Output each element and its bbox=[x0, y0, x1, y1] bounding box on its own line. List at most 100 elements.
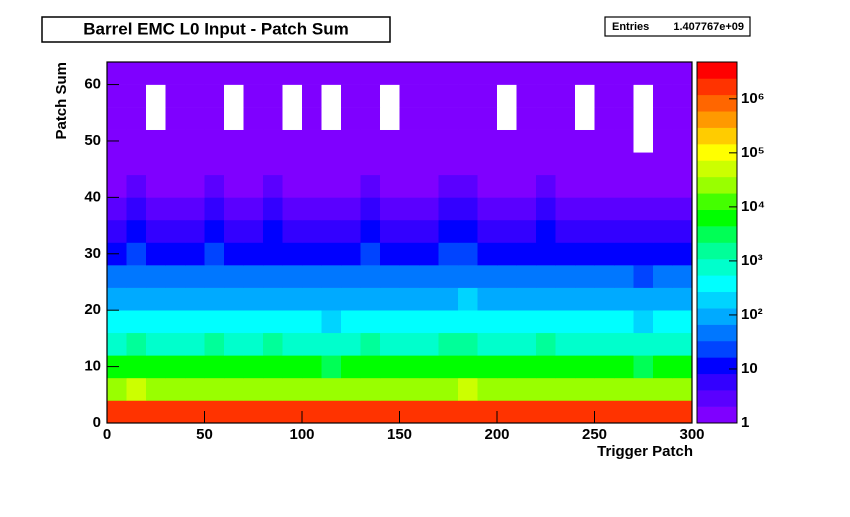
heat-cell bbox=[536, 129, 556, 153]
heat-cell bbox=[399, 242, 420, 266]
heat-cell bbox=[536, 62, 556, 85]
heat-cell bbox=[614, 332, 634, 356]
heat-cell bbox=[672, 332, 693, 356]
heat-cell bbox=[555, 107, 576, 130]
heat-cell bbox=[224, 310, 244, 334]
heat-cell bbox=[575, 129, 595, 153]
heat-cell bbox=[438, 355, 459, 379]
heat-cell bbox=[107, 62, 127, 85]
heat-cell bbox=[263, 62, 283, 85]
heat-cell bbox=[360, 129, 381, 153]
heat-cell bbox=[458, 62, 478, 85]
heat-cell bbox=[399, 129, 420, 153]
heat-cell bbox=[321, 377, 342, 401]
heat-cell bbox=[185, 219, 205, 243]
heat-cell bbox=[165, 197, 186, 221]
heat-cell bbox=[555, 310, 576, 334]
heat-cell bbox=[204, 62, 225, 85]
heat-cell bbox=[224, 400, 244, 424]
heat-cell bbox=[458, 287, 478, 311]
heat-cell bbox=[126, 152, 147, 176]
heat-cell bbox=[107, 107, 127, 130]
heat-cell bbox=[399, 400, 420, 424]
heat-cell bbox=[516, 219, 537, 243]
heat-cell bbox=[146, 377, 166, 401]
y-tick-label: 20 bbox=[84, 301, 101, 318]
heat-cell bbox=[497, 310, 517, 334]
heat-cell bbox=[165, 332, 186, 356]
heat-cell bbox=[575, 152, 595, 176]
heat-cell bbox=[321, 129, 342, 153]
heat-cell bbox=[672, 400, 693, 424]
heat-cell bbox=[360, 265, 381, 288]
heat-cell bbox=[321, 152, 342, 176]
x-tick-label: 250 bbox=[582, 426, 607, 443]
color-bar-band bbox=[697, 94, 737, 112]
heat-cell bbox=[282, 197, 303, 221]
heat-cell bbox=[458, 400, 478, 424]
heat-cell bbox=[497, 219, 517, 243]
heat-cell bbox=[419, 152, 439, 176]
heat-cell bbox=[575, 355, 595, 379]
heat-cell bbox=[146, 332, 166, 356]
heat-cell bbox=[536, 174, 556, 198]
heat-cell bbox=[516, 400, 537, 424]
heat-cell bbox=[204, 377, 225, 401]
heat-cell bbox=[497, 174, 517, 198]
heat-cell bbox=[107, 174, 127, 198]
heat-cell bbox=[185, 174, 205, 198]
heat-cell bbox=[399, 84, 420, 108]
heat-cell bbox=[438, 377, 459, 401]
x-tick-label: 100 bbox=[289, 426, 314, 443]
heat-cell bbox=[341, 287, 361, 311]
heat-cell bbox=[360, 242, 381, 266]
heat-cell bbox=[555, 219, 576, 243]
heat-cell bbox=[653, 62, 673, 85]
y-axis-label: Patch Sum bbox=[53, 62, 70, 140]
heat-cell bbox=[458, 377, 478, 401]
color-bar-band bbox=[697, 176, 737, 194]
heat-cell bbox=[594, 62, 615, 85]
heat-cell bbox=[516, 310, 537, 334]
heat-cell bbox=[653, 219, 673, 243]
heat-cell bbox=[477, 287, 498, 311]
heat-cell bbox=[653, 287, 673, 311]
heat-cell bbox=[594, 242, 615, 266]
heat-cell bbox=[263, 287, 283, 311]
color-bar-band bbox=[697, 390, 737, 407]
heat-cell bbox=[321, 107, 342, 130]
heat-cell bbox=[224, 129, 244, 153]
heat-cell bbox=[438, 174, 459, 198]
heat-cell bbox=[594, 310, 615, 334]
heat-cell bbox=[477, 84, 498, 108]
heat-cell bbox=[399, 219, 420, 243]
heat-cell bbox=[146, 129, 166, 153]
heat-cell bbox=[633, 332, 654, 356]
heat-cell bbox=[341, 265, 361, 288]
heat-cell bbox=[672, 219, 693, 243]
heat-cell bbox=[360, 355, 381, 379]
heat-cell bbox=[555, 242, 576, 266]
heat-cell bbox=[263, 107, 283, 130]
heat-cell bbox=[341, 197, 361, 221]
heat-cell bbox=[438, 62, 459, 85]
heat-cell bbox=[204, 287, 225, 311]
heat-cell bbox=[458, 265, 478, 288]
heat-cell bbox=[243, 377, 264, 401]
z-tick-label: 1 bbox=[741, 414, 749, 431]
heat-cell bbox=[477, 377, 498, 401]
heat-cell bbox=[536, 242, 556, 266]
chart-title: Barrel EMC L0 Input - Patch Sum bbox=[83, 19, 348, 38]
heat-cell bbox=[458, 242, 478, 266]
heat-cell bbox=[282, 310, 303, 334]
heat-cell bbox=[302, 174, 322, 198]
heat-cell bbox=[263, 174, 283, 198]
heat-cell bbox=[477, 242, 498, 266]
heat-cell bbox=[497, 197, 517, 221]
heat-cell bbox=[126, 242, 147, 266]
heat-cell bbox=[321, 287, 342, 311]
heat-cell bbox=[653, 197, 673, 221]
heat-cell bbox=[497, 377, 517, 401]
heat-cell bbox=[341, 355, 361, 379]
heat-cell bbox=[633, 310, 654, 334]
